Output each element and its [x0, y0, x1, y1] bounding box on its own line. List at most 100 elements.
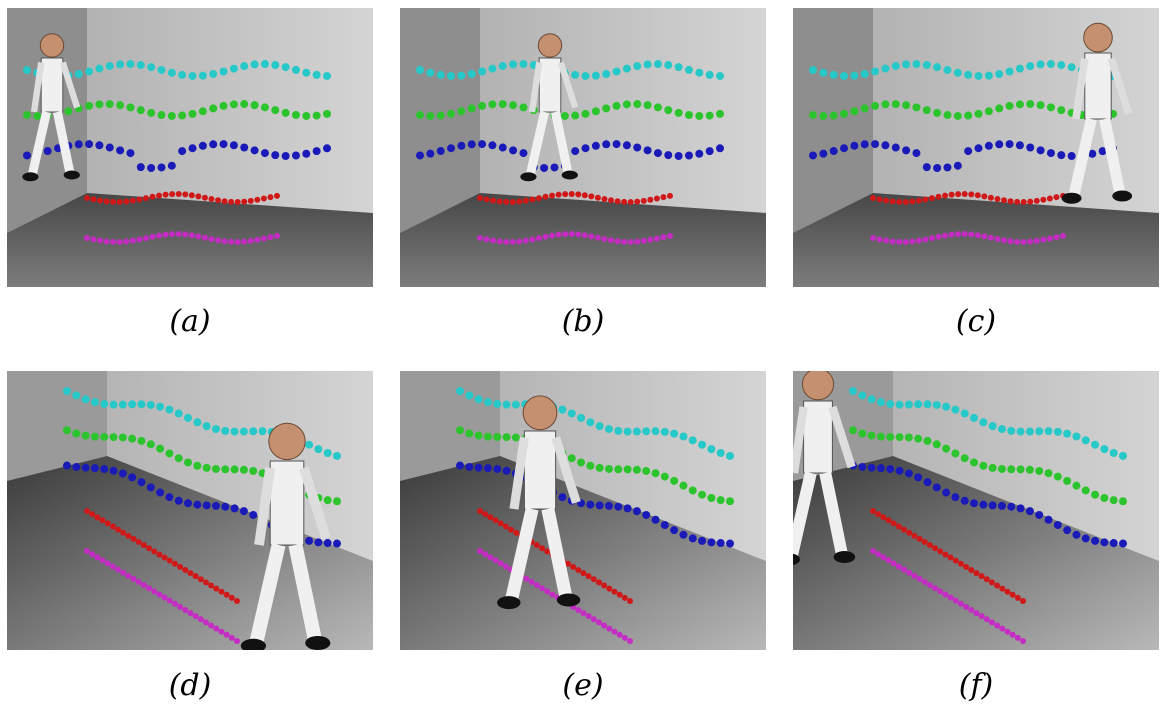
- trajectory-dot: [416, 66, 424, 74]
- trajectory-dot: [456, 462, 464, 470]
- trajectory-dot: [623, 65, 631, 73]
- trajectory-dot: [875, 511, 881, 517]
- trajectory-dot: [89, 551, 95, 557]
- trajectory-dot: [499, 144, 507, 152]
- trajectory-dot: [634, 239, 640, 245]
- trajectory-dot: [172, 561, 178, 567]
- trajectory-dot: [954, 69, 962, 77]
- trajectory-dot: [131, 536, 137, 542]
- trajectory-dot: [147, 401, 155, 409]
- panel-image: [778, 369, 1159, 650]
- trajectory-dot: [202, 235, 208, 241]
- panel-image: [400, 8, 766, 287]
- trajectory-dot: [886, 557, 892, 563]
- trajectory-dot: [1091, 537, 1099, 545]
- trajectory-dot: [896, 239, 902, 245]
- trajectory-dot: [964, 147, 972, 155]
- trajectory-dot: [582, 72, 590, 80]
- trajectory-dot: [147, 483, 155, 491]
- trajectory-dot: [896, 467, 904, 475]
- trajectory-dot: [569, 191, 575, 197]
- trajectory-dot: [883, 198, 889, 204]
- trajectory-dot: [100, 557, 106, 563]
- trajectory-dot: [292, 111, 300, 119]
- trajectory-dot: [484, 433, 492, 441]
- trajectory-dot: [117, 199, 123, 205]
- trajectory-dot: [667, 233, 673, 239]
- trajectory-dot: [231, 428, 239, 436]
- trajectory-dot: [503, 199, 509, 205]
- trajectory-dot: [998, 502, 1006, 510]
- trajectory-dot: [984, 576, 990, 582]
- trajectory-dot: [809, 66, 817, 74]
- trajectory-dot: [891, 560, 897, 566]
- trajectory-dot: [994, 236, 1000, 242]
- trajectory-dot: [475, 432, 483, 440]
- trajectory-dot: [870, 548, 876, 554]
- trajectory-dot: [1119, 497, 1127, 505]
- trajectory-dot: [605, 502, 613, 510]
- trajectory-dot: [437, 71, 445, 79]
- trajectory-dot: [1006, 140, 1014, 148]
- trajectory-dot: [447, 72, 455, 80]
- trajectory-dot: [617, 632, 623, 638]
- trajectory-dot: [936, 194, 942, 200]
- trajectory-dot: [1015, 635, 1021, 641]
- trajectory-dot: [890, 238, 896, 244]
- trajectory-dot: [877, 398, 885, 406]
- trajectory-dot: [23, 111, 31, 119]
- trajectory-dot: [633, 144, 641, 152]
- trajectory-dot: [251, 146, 259, 154]
- trajectory-dot: [456, 426, 464, 434]
- trajectory-dot: [212, 465, 220, 473]
- trajectory-dot: [614, 503, 622, 511]
- trajectory-dot: [178, 71, 186, 79]
- trajectory-dot: [224, 632, 230, 638]
- trajectory-dot: [1054, 428, 1062, 436]
- trajectory-dot: [953, 598, 959, 604]
- trajectory-dot: [896, 524, 902, 530]
- trajectory-dot: [110, 239, 116, 245]
- trajectory-dot: [177, 604, 183, 610]
- trajectory-dot: [608, 197, 614, 203]
- trajectory-dot: [975, 110, 983, 118]
- trajectory-dot: [324, 449, 332, 457]
- trajectory-dot: [1027, 239, 1033, 245]
- trajectory-dot: [932, 585, 938, 591]
- trajectory-dot: [936, 234, 942, 240]
- trajectory-dot: [615, 238, 621, 244]
- trajectory-dot: [240, 62, 248, 70]
- trajectory-dot: [209, 140, 217, 148]
- trajectory-dot: [497, 198, 503, 204]
- trajectory-dot: [840, 72, 848, 80]
- trajectory-dot: [917, 536, 923, 542]
- trajectory-dot: [1040, 197, 1046, 203]
- trajectory-dot: [178, 112, 186, 120]
- trajectory-dot: [184, 458, 192, 466]
- trajectory-dot: [582, 192, 588, 198]
- trajectory-dot: [819, 112, 827, 120]
- trajectory-dot: [916, 198, 922, 204]
- trajectory-dot: [954, 112, 962, 120]
- trajectory-dot: [241, 199, 247, 205]
- trajectory-dot: [592, 142, 600, 150]
- trajectory-dot: [981, 193, 987, 199]
- trajectory-dot: [137, 163, 145, 171]
- trajectory-dot: [689, 534, 697, 542]
- trajectory-dot: [199, 72, 207, 80]
- trajectory-dot: [234, 638, 240, 644]
- trajectory-dot: [706, 71, 714, 79]
- trajectory-dot: [886, 400, 894, 408]
- trajectory-dot: [519, 149, 527, 157]
- trajectory-dot: [168, 162, 176, 170]
- trajectory-dot: [933, 401, 941, 409]
- trajectory-dot: [1004, 629, 1010, 635]
- trajectory-dot: [212, 425, 220, 433]
- trajectory-dot: [1016, 100, 1024, 108]
- trajectory-dot: [994, 582, 1000, 588]
- trajectory-dot: [85, 67, 93, 75]
- trajectory-dot: [979, 613, 985, 619]
- trajectory-dot: [168, 112, 176, 120]
- trajectory-dot: [1110, 496, 1118, 504]
- trajectory-dot: [484, 464, 492, 472]
